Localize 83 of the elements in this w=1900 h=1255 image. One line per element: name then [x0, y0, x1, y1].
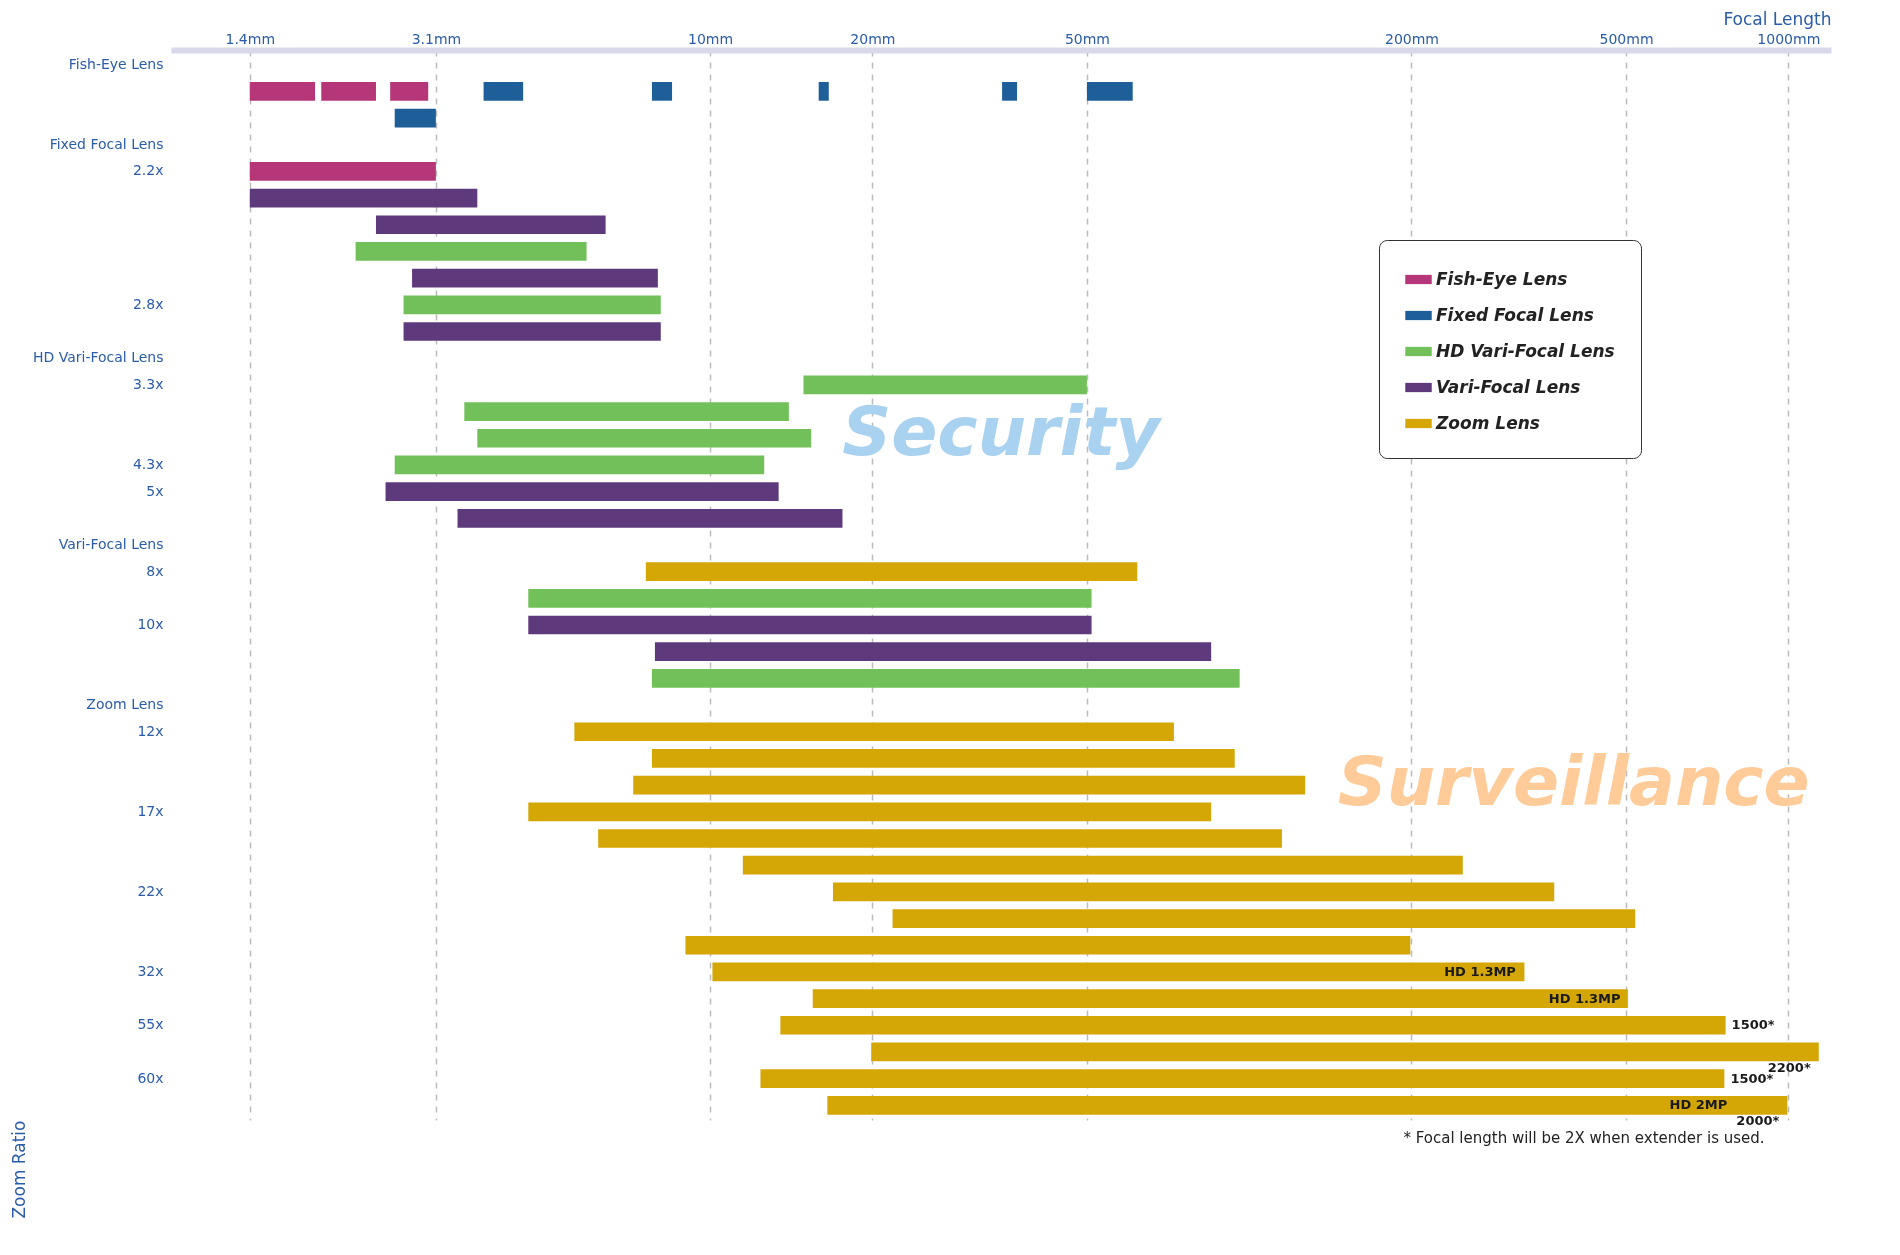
bar — [651, 669, 1240, 688]
bar — [412, 268, 658, 288]
bar — [645, 562, 1138, 581]
x-tick-label: 1.4mm — [225, 30, 276, 47]
bar — [464, 402, 789, 421]
bar — [760, 1069, 1725, 1088]
y-axis-title: Zoom Ratio — [8, 1120, 29, 1219]
x-tick-label: 200mm — [1385, 30, 1439, 47]
x-tick-label: 3.1mm — [411, 30, 462, 47]
bar — [457, 508, 843, 528]
legend-label: Vari-Focal Lens — [1436, 376, 1581, 397]
annotation: HD 2MP — [1669, 1097, 1728, 1113]
y-tick-label: HD Vari-Focal Lens — [32, 349, 164, 366]
y-tick-label: 4.3x — [132, 455, 164, 472]
y-tick-label: Fixed Focal Lens — [49, 135, 164, 152]
bar — [818, 82, 829, 101]
y-tick-label: 55x — [137, 1016, 164, 1033]
bar — [528, 589, 1092, 608]
bar — [483, 82, 524, 101]
x-tick-label: 20mm — [850, 30, 896, 47]
y-tick-label: 60x — [137, 1069, 164, 1086]
annotation: 2000* — [1736, 1113, 1780, 1129]
bar — [651, 82, 673, 101]
annotation: HD 1.3MP — [1444, 963, 1516, 979]
bar — [477, 428, 812, 448]
bar — [321, 82, 376, 101]
bar — [394, 455, 765, 475]
bar — [249, 188, 478, 208]
y-tick-label: 12x — [137, 722, 164, 739]
x-axis-title: Focal Length — [1723, 8, 1832, 29]
bar — [528, 615, 1092, 635]
y-tick-label: 10x — [137, 616, 164, 633]
bar — [812, 989, 1628, 1008]
bar — [390, 82, 429, 101]
bar — [742, 855, 1463, 875]
bar — [375, 215, 606, 235]
y-tick-label: Zoom Lens — [86, 696, 164, 713]
bar — [685, 935, 1411, 955]
y-tick-label: 2.2x — [132, 162, 164, 179]
bar — [803, 375, 1087, 395]
x-tick-label: 50mm — [1064, 30, 1110, 47]
bar — [871, 1042, 1819, 1062]
annotation: 1500* — [1731, 1017, 1775, 1033]
bar — [355, 242, 587, 261]
bar — [249, 162, 436, 181]
bar — [528, 802, 1212, 822]
bar — [651, 749, 1235, 768]
bar — [574, 722, 1174, 742]
bar — [654, 642, 1212, 662]
y-tick-label: 32x — [137, 962, 164, 979]
bar — [598, 829, 1282, 848]
bar — [385, 482, 779, 501]
y-tick-label: 22x — [137, 882, 164, 899]
bar — [394, 108, 436, 128]
y-tick-label: 3.3x — [132, 375, 164, 392]
bar — [892, 909, 1636, 928]
y-tick-label: 17x — [137, 802, 164, 819]
bar — [249, 82, 316, 101]
bar — [403, 322, 661, 341]
bar — [403, 295, 661, 315]
bar — [1086, 82, 1133, 101]
y-tick-label: Fish-Eye Lens — [68, 55, 164, 72]
y-tick-label: 8x — [146, 562, 164, 579]
annotation: Surveillance — [1337, 742, 1810, 822]
y-tick-label: Vari-Focal Lens — [58, 535, 164, 552]
y-tick-label: 2.8x — [132, 295, 164, 312]
annotation: Security — [842, 392, 1163, 472]
bar — [832, 882, 1555, 902]
x-tick-label: 10mm — [688, 30, 734, 47]
x-tick-label: 1000mm — [1757, 30, 1821, 47]
bar — [1002, 82, 1018, 101]
legend-label: Zoom Lens — [1435, 412, 1540, 433]
bar — [780, 1015, 1726, 1035]
legend-label: Fixed Focal Lens — [1436, 304, 1594, 325]
bar — [633, 775, 1306, 795]
y-tick-label: 5x — [146, 482, 164, 499]
text: * Focal length will be 2X when extender is used. — [1403, 1129, 1765, 1147]
bar — [827, 1095, 1788, 1115]
legend-label: HD Vari-Focal Lens — [1436, 340, 1615, 361]
legend-label: Fish-Eye Lens — [1436, 268, 1568, 289]
x-tick-label: 500mm — [1599, 30, 1654, 47]
annotation: HD 1.3MP — [1548, 990, 1621, 1006]
bar — [712, 962, 1525, 982]
